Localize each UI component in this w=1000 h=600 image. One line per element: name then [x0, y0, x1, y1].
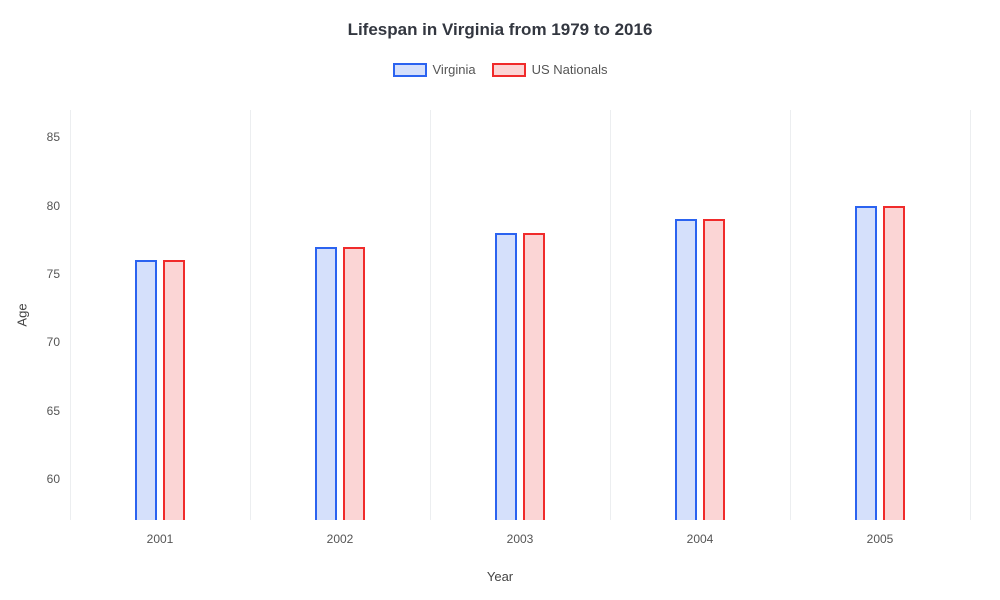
x-tick-label: 2003	[507, 532, 534, 546]
legend-item-virginia: Virginia	[393, 62, 476, 77]
bar-us-nationals	[163, 260, 185, 520]
bar-virginia	[855, 206, 877, 520]
bar-virginia	[495, 233, 517, 520]
bar-virginia	[315, 247, 337, 520]
y-axis-title: Age	[15, 303, 30, 326]
bar-virginia	[135, 260, 157, 520]
x-tick-label: 2001	[147, 532, 174, 546]
grid-line	[610, 110, 611, 520]
legend-swatch-us-nationals	[492, 63, 526, 77]
x-tick-label: 2004	[687, 532, 714, 546]
y-tick-label: 75	[47, 267, 60, 281]
y-tick-label: 70	[47, 335, 60, 349]
grid-line	[70, 110, 71, 520]
bar-us-nationals	[883, 206, 905, 520]
bar-us-nationals	[343, 247, 365, 520]
x-tick-label: 2002	[327, 532, 354, 546]
bar-virginia	[675, 219, 697, 520]
chart-title: Lifespan in Virginia from 1979 to 2016	[0, 0, 1000, 40]
y-tick-label: 65	[47, 404, 60, 418]
y-tick-label: 60	[47, 472, 60, 486]
x-axis-title: Year	[487, 569, 513, 584]
x-tick-label: 2005	[867, 532, 894, 546]
legend-swatch-virginia	[393, 63, 427, 77]
bar-us-nationals	[703, 219, 725, 520]
y-tick-label: 80	[47, 199, 60, 213]
grid-line	[430, 110, 431, 520]
legend-item-us-nationals: US Nationals	[492, 62, 608, 77]
legend-label-us-nationals: US Nationals	[532, 62, 608, 77]
plot-area: 60657075808520012002200320042005	[70, 110, 970, 520]
y-tick-label: 85	[47, 130, 60, 144]
grid-line	[970, 110, 971, 520]
grid-line	[790, 110, 791, 520]
bar-us-nationals	[523, 233, 545, 520]
legend: Virginia US Nationals	[0, 62, 1000, 77]
chart-container: Lifespan in Virginia from 1979 to 2016 V…	[0, 0, 1000, 600]
grid-line	[250, 110, 251, 520]
legend-label-virginia: Virginia	[433, 62, 476, 77]
